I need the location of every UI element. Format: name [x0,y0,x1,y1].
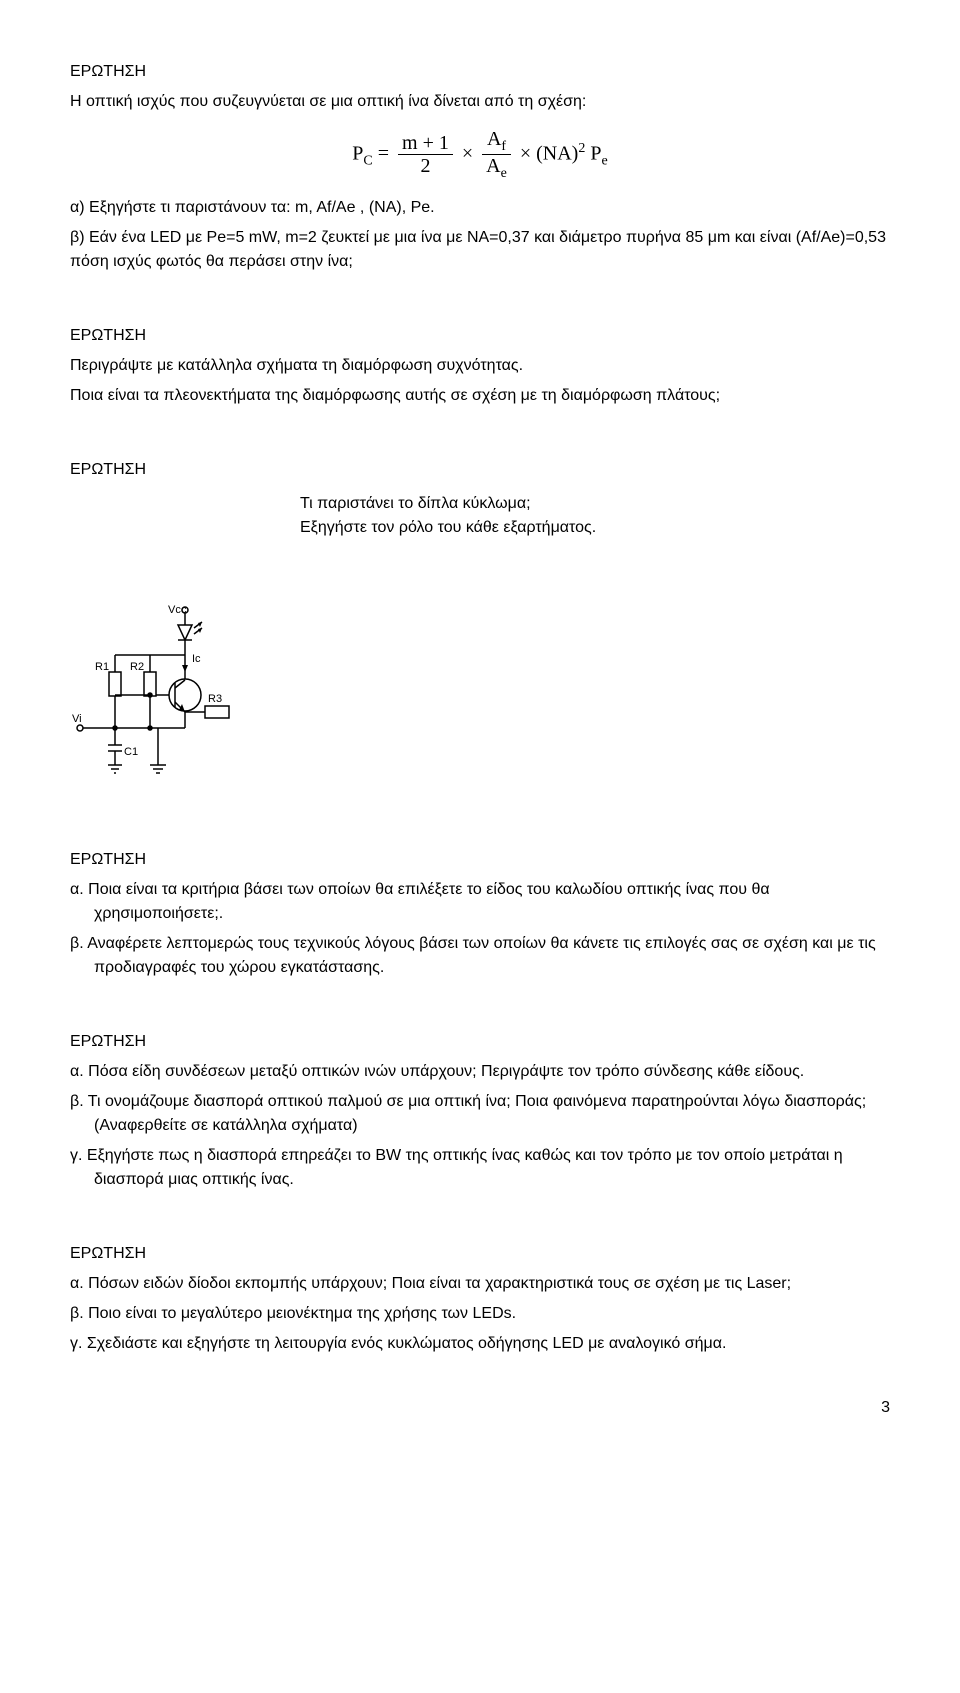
q2-heading: ΕΡΩΤΗΣΗ [70,324,890,348]
circuit-ic-label: Ic [192,653,201,665]
q5-b: β. Τι ονομάζουμε διασπορά οπτικού παλμού… [70,1090,890,1138]
q3-heading: ΕΡΩΤΗΣΗ [70,458,890,482]
formula-P-sub: e [601,153,607,168]
q2-line1: Περιγράψτε με κατάλληλα σχήματα τη διαμό… [70,354,890,378]
circuit-c1-label: C1 [124,746,138,758]
formula-times2: × [520,142,531,164]
q4-a: α. Ποια είναι τα κριτήρια βάσει των οποί… [70,878,890,926]
formula-na-sup: 2 [578,141,585,156]
question-5: ΕΡΩΤΗΣΗ α. Πόσα είδη συνδέσεων μεταξύ οπ… [70,1030,890,1192]
formula-frac2: Af Ae [482,128,511,182]
q3-side2: Εξηγήστε τον ρόλο του κάθε εξαρτήματος. [300,516,596,540]
question-6: ΕΡΩΤΗΣΗ α. Πόσων ειδών δίοδοι εκπομπής υ… [70,1242,890,1356]
circuit-r2-label: R2 [130,661,144,673]
q1-intro: Η οπτική ισχύς που συζευγνύεται σε μια ο… [70,90,890,114]
q2-line2: Ποια είναι τα πλεονεκτήματα της διαμόρφω… [70,384,890,408]
formula-frac2-num: Af [482,128,511,155]
q1-heading: ΕΡΩΤΗΣΗ [70,60,890,84]
circuit-diagram: Vcc Ic [70,600,890,798]
q4-b: β. Αναφέρετε λεπτομερώς τους τεχνικούς λ… [70,932,890,980]
formula-lhs-sub: C [363,153,372,168]
q6-c: γ. Σχεδιάστε και εξηγήστε τη λειτουργία … [70,1332,890,1356]
formula-na: (NA) [536,142,578,164]
q4-heading: ΕΡΩΤΗΣΗ [70,848,890,872]
circuit-r1-label: R1 [95,661,109,673]
q6-b: β. Ποιο είναι το μεγαλύτερο μειονέκτημα … [70,1302,890,1326]
formula-times1: × [462,142,473,164]
q6-heading: ΕΡΩΤΗΣΗ [70,1242,890,1266]
question-3: ΕΡΩΤΗΣΗ Τι παριστάνει το δίπλα κύκλωμα; … [70,458,890,798]
formula-lhs-P: P [352,142,363,164]
q1-beta: β) Εάν ένα LED με Pe=5 mW, m=2 ζευκτεί μ… [70,226,890,274]
q1-alpha: α) Εξηγήστε τι παριστάνουν τα: m, Af/Ae … [70,196,890,220]
q5-c: γ. Εξηγήστε πως η διασπορά επηρεάζει το … [70,1144,890,1192]
q3-side1: Τι παριστάνει το δίπλα κύκλωμα; [300,492,596,516]
question-1: ΕΡΩΤΗΣΗ Η οπτική ισχύς που συζευγνύεται … [70,60,890,274]
formula-eq: = [378,142,389,164]
q5-a: α. Πόσα είδη συνδέσεων μεταξύ οπτικών ιν… [70,1060,890,1084]
question-2: ΕΡΩΤΗΣΗ Περιγράψτε με κατάλληλα σχήματα … [70,324,890,408]
formula-P: P [590,142,601,164]
formula-frac2-den: Ae [482,155,511,181]
q3-side-text: Τι παριστάνει το δίπλα κύκλωμα; Εξηγήστε… [300,492,596,540]
formula-frac1-num: m + 1 [398,132,453,155]
q6-a: α. Πόσων ειδών δίοδοι εκπομπής υπάρχουν;… [70,1272,890,1296]
page-number: 3 [70,1396,890,1420]
formula-frac1: m + 1 2 [398,132,453,177]
question-4: ΕΡΩΤΗΣΗ α. Ποια είναι τα κριτήρια βάσει … [70,848,890,980]
circuit-vcc-label: Vcc [168,604,187,616]
formula-frac1-den: 2 [398,155,453,177]
q5-heading: ΕΡΩΤΗΣΗ [70,1030,890,1054]
circuit-vi-label: Vi [72,713,82,725]
circuit-r3-label: R3 [208,693,222,705]
q1-formula: PC = m + 1 2 × Af Ae × (NA)2 Pe [70,128,890,182]
